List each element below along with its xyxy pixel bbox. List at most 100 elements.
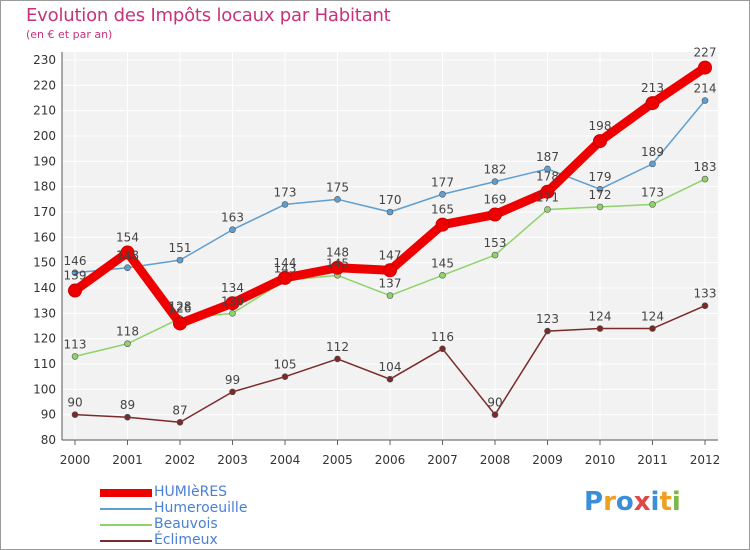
- legend-swatch: [100, 524, 152, 526]
- data-label-1: 163: [221, 211, 244, 225]
- data-point-3: [439, 345, 446, 353]
- data-point-0: [488, 207, 502, 222]
- data-point-3: [124, 413, 131, 421]
- data-label-1: 151: [169, 241, 192, 255]
- data-label-3: 90: [67, 396, 82, 410]
- data-point-3: [334, 355, 341, 363]
- y-tick-label: 200: [33, 129, 56, 143]
- data-label-0: 169: [484, 193, 507, 207]
- data-label-1: 187: [536, 150, 559, 164]
- y-tick-label: 150: [33, 256, 56, 270]
- legend-swatch: [100, 489, 152, 497]
- data-point-3: [386, 375, 394, 383]
- data-point-3: [544, 327, 551, 335]
- data-point-3: [229, 388, 236, 396]
- chart-subtitle: (en € et par an): [26, 28, 113, 41]
- data-label-0: 144: [274, 256, 297, 270]
- data-point-3: [649, 325, 656, 332]
- data-point-1: [71, 269, 79, 277]
- data-point-0: [540, 184, 555, 199]
- data-point-2: [544, 206, 551, 213]
- logo-letter: o: [615, 487, 634, 517]
- data-label-3: 112: [326, 340, 349, 354]
- data-label-2: 145: [431, 256, 454, 270]
- data-label-2: 145: [326, 256, 349, 270]
- data-point-0: [68, 283, 82, 298]
- data-point-0: [698, 60, 712, 75]
- data-label-1: 170: [379, 193, 402, 207]
- data-point-1: [649, 160, 656, 168]
- x-tick-label: 2012: [690, 453, 721, 467]
- data-label-2: 171: [536, 190, 559, 204]
- y-tick-label: 90: [41, 408, 56, 422]
- y-tick-label: 110: [33, 357, 56, 371]
- data-point-1: [386, 208, 394, 216]
- data-label-3: 105: [274, 358, 297, 372]
- y-tick-label: 190: [33, 154, 56, 168]
- data-point-1: [229, 226, 236, 234]
- data-label-3: 87: [172, 403, 187, 417]
- data-label-0: 198: [589, 119, 612, 133]
- data-label-2: 113: [64, 337, 87, 351]
- y-tick-label: 100: [33, 382, 56, 396]
- data-point-1: [334, 196, 341, 203]
- data-point-1: [596, 185, 604, 193]
- x-tick-label: 2004: [270, 453, 301, 467]
- data-point-1: [544, 165, 551, 173]
- x-tick-label: 2007: [427, 453, 458, 467]
- data-label-0: 134: [221, 281, 244, 295]
- legend-label: Beauvois: [154, 516, 218, 532]
- y-tick-label: 210: [33, 104, 56, 118]
- data-label-3: 124: [589, 310, 612, 324]
- x-tick-label: 2010: [585, 453, 616, 467]
- data-point-1: [281, 201, 289, 208]
- data-point-3: [71, 411, 79, 418]
- data-label-1: 177: [431, 175, 454, 189]
- data-label-2: 130: [221, 294, 244, 308]
- data-point-1: [439, 190, 446, 198]
- data-point-0: [330, 260, 345, 275]
- data-point-2: [229, 310, 236, 317]
- data-point-2: [491, 251, 499, 259]
- data-label-3: 104: [379, 360, 402, 374]
- data-label-2: 172: [589, 188, 612, 202]
- x-tick-label: 2001: [112, 453, 143, 467]
- data-point-0: [593, 134, 607, 149]
- data-label-1: 189: [641, 145, 664, 159]
- data-label-3: 89: [120, 398, 135, 412]
- legend-label: HUMIèRES: [154, 484, 228, 500]
- data-label-1: 175: [326, 180, 349, 194]
- data-label-1: 173: [274, 185, 297, 199]
- logo-letter: t: [659, 487, 672, 517]
- x-tick-label: 2002: [165, 453, 196, 467]
- data-label-3: 133: [694, 287, 717, 301]
- y-tick-label: 160: [33, 230, 56, 244]
- data-point-2: [701, 175, 709, 183]
- y-tick-label: 120: [33, 332, 56, 346]
- logo-letter: r: [603, 487, 616, 517]
- data-label-1: 214: [694, 82, 717, 96]
- x-tick-label: 2003: [217, 453, 248, 467]
- data-label-0: 139: [64, 269, 87, 283]
- data-label-0: 227: [694, 46, 717, 60]
- data-point-2: [386, 292, 394, 299]
- data-label-3: 124: [641, 310, 664, 324]
- data-label-3: 99: [225, 373, 240, 387]
- data-point-0: [278, 270, 292, 285]
- y-tick-label: 220: [33, 78, 56, 92]
- data-label-2: 183: [694, 160, 717, 174]
- data-label-2: 118: [116, 325, 139, 339]
- proxiti-logo: Proxiti: [584, 487, 681, 517]
- legend-swatch: [100, 540, 152, 542]
- data-label-1: 179: [589, 170, 612, 184]
- data-point-1: [491, 178, 499, 185]
- data-point-1: [176, 256, 184, 264]
- data-label-0: 165: [431, 203, 454, 217]
- y-tick-label: 80: [41, 433, 56, 447]
- x-tick-label: 2000: [60, 453, 91, 467]
- data-label-1: 182: [484, 163, 507, 177]
- x-tick-label: 2011: [637, 453, 668, 467]
- data-label-3: 116: [431, 330, 454, 344]
- y-tick-label: 170: [33, 205, 56, 219]
